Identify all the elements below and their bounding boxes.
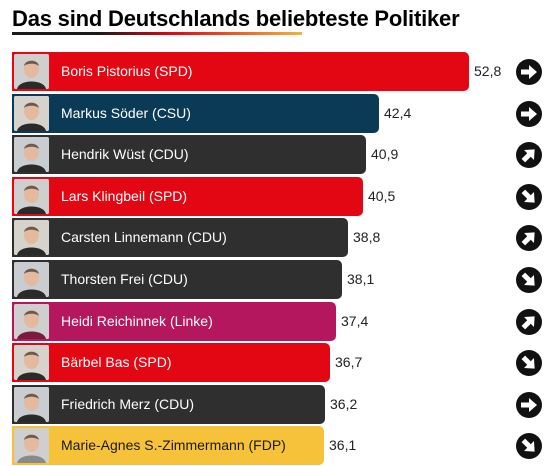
- bar-row: Friedrich Merz (CDU) 36,2: [12, 385, 385, 424]
- trend-arrow-up-right-icon: [516, 309, 542, 335]
- value-label: 38,1: [347, 271, 375, 287]
- trend-arrow-down-right-icon: [516, 350, 542, 376]
- bar-row: Bärbel Bas (SPD) 36,7: [12, 343, 390, 382]
- politician-photo-image: [14, 137, 49, 172]
- trend-arrow-up-right-icon: [516, 225, 542, 251]
- bar: Boris Pistorius (SPD): [12, 52, 469, 91]
- value-label: 40,5: [368, 188, 396, 204]
- bar-label: Hendrik Wüst (CDU): [61, 146, 189, 162]
- bar: Carsten Linnemann (CDU): [12, 218, 348, 257]
- bar-label: Bärbel Bas (SPD): [61, 354, 172, 370]
- value-label: 36,2: [330, 396, 358, 412]
- politician-photo: [14, 345, 49, 380]
- politician-photo-image: [14, 428, 49, 463]
- bar-row: Markus Söder (CSU) 42,4: [12, 94, 439, 133]
- chart-title: Das sind Deutschlands beliebteste Politi…: [12, 6, 460, 31]
- bar-label: Thorsten Frei (CDU): [61, 271, 188, 287]
- value-label: 42,4: [384, 105, 412, 121]
- politician-photo: [14, 96, 49, 131]
- bar-row: Carsten Linnemann (CDU) 38,8: [12, 218, 408, 257]
- politician-photo: [14, 179, 49, 214]
- value-label: 36,1: [329, 437, 357, 453]
- politician-photo-image: [14, 220, 49, 255]
- bar-row: Heidi Reichinnek (Linke) 37,4: [12, 302, 396, 341]
- politician-photo-image: [14, 262, 49, 297]
- bar-label: Boris Pistorius (SPD): [61, 63, 193, 79]
- trend-arrow-down-right-icon: [516, 184, 542, 210]
- bar: Bärbel Bas (SPD): [12, 343, 330, 382]
- politician-photo: [14, 428, 49, 463]
- trend-arrow-down-right-icon: [516, 433, 542, 459]
- bar: Marie-Agnes S.-Zimmermann (FDP): [12, 426, 324, 465]
- politician-photo-image: [14, 304, 49, 339]
- politician-photo: [14, 54, 49, 89]
- bar-label: Lars Klingbeil (SPD): [61, 188, 188, 204]
- value-label: 52,8: [474, 63, 502, 79]
- politician-photo: [14, 137, 49, 172]
- politician-photo-image: [14, 179, 49, 214]
- trend-arrow-right-icon: [516, 59, 542, 85]
- bar: Markus Söder (CSU): [12, 94, 379, 133]
- bar-label: Friedrich Merz (CDU): [61, 396, 194, 412]
- bar-row: Marie-Agnes S.-Zimmermann (FDP) 36,1: [12, 426, 384, 465]
- politician-photo-image: [14, 54, 49, 89]
- politician-photo: [14, 220, 49, 255]
- bar: Heidi Reichinnek (Linke): [12, 302, 336, 341]
- bar-row: Lars Klingbeil (SPD) 40,5: [12, 177, 423, 216]
- politician-photo: [14, 262, 49, 297]
- bar-row: Thorsten Frei (CDU) 38,1: [12, 260, 402, 299]
- title-underline: [12, 32, 302, 35]
- politician-photo: [14, 387, 49, 422]
- politician-photo: [14, 304, 49, 339]
- bar: Lars Klingbeil (SPD): [12, 177, 363, 216]
- bar-label: Heidi Reichinnek (Linke): [61, 313, 213, 329]
- politician-photo-image: [14, 387, 49, 422]
- value-label: 40,9: [371, 146, 399, 162]
- trend-arrow-right-icon: [516, 101, 542, 127]
- bar: Hendrik Wüst (CDU): [12, 135, 366, 174]
- value-label: 38,8: [353, 229, 381, 245]
- bar-label: Markus Söder (CSU): [61, 105, 191, 121]
- trend-arrow-up-right-icon: [516, 142, 542, 168]
- bar-row: Boris Pistorius (SPD) 52,8: [12, 52, 529, 91]
- trend-arrow-right-icon: [516, 392, 542, 418]
- value-label: 36,7: [335, 354, 363, 370]
- politician-photo-image: [14, 345, 49, 380]
- politician-photo-image: [14, 96, 49, 131]
- bar-label: Carsten Linnemann (CDU): [61, 229, 227, 245]
- bar: Friedrich Merz (CDU): [12, 385, 325, 424]
- bar: Thorsten Frei (CDU): [12, 260, 342, 299]
- bar-row: Hendrik Wüst (CDU) 40,9: [12, 135, 426, 174]
- trend-arrow-down-right-icon: [516, 267, 542, 293]
- value-label: 37,4: [341, 313, 369, 329]
- bar-label: Marie-Agnes S.-Zimmermann (FDP): [61, 437, 286, 453]
